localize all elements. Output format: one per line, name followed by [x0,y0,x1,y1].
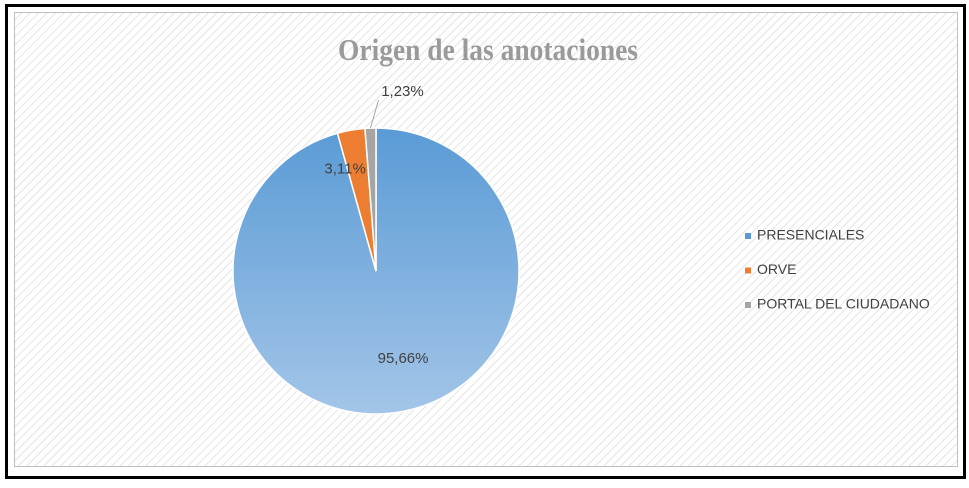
leader-line [369,99,379,129]
data-label: 95,66% [378,350,429,367]
legend-marker [745,302,751,308]
legend-label: PRESENCIALES [757,227,864,243]
legend-label: PORTAL DEL CIUDADANO [757,296,930,312]
pie-slice [364,127,377,272]
legend-marker [745,267,751,274]
legend-label: ORVE [757,261,796,277]
chart-title: Origen de las anotaciones [338,32,638,67]
pie-slice [232,127,520,415]
data-label: 1,23% [381,83,424,100]
data-label: 3,11% [324,161,365,178]
legend-marker [745,233,751,239]
